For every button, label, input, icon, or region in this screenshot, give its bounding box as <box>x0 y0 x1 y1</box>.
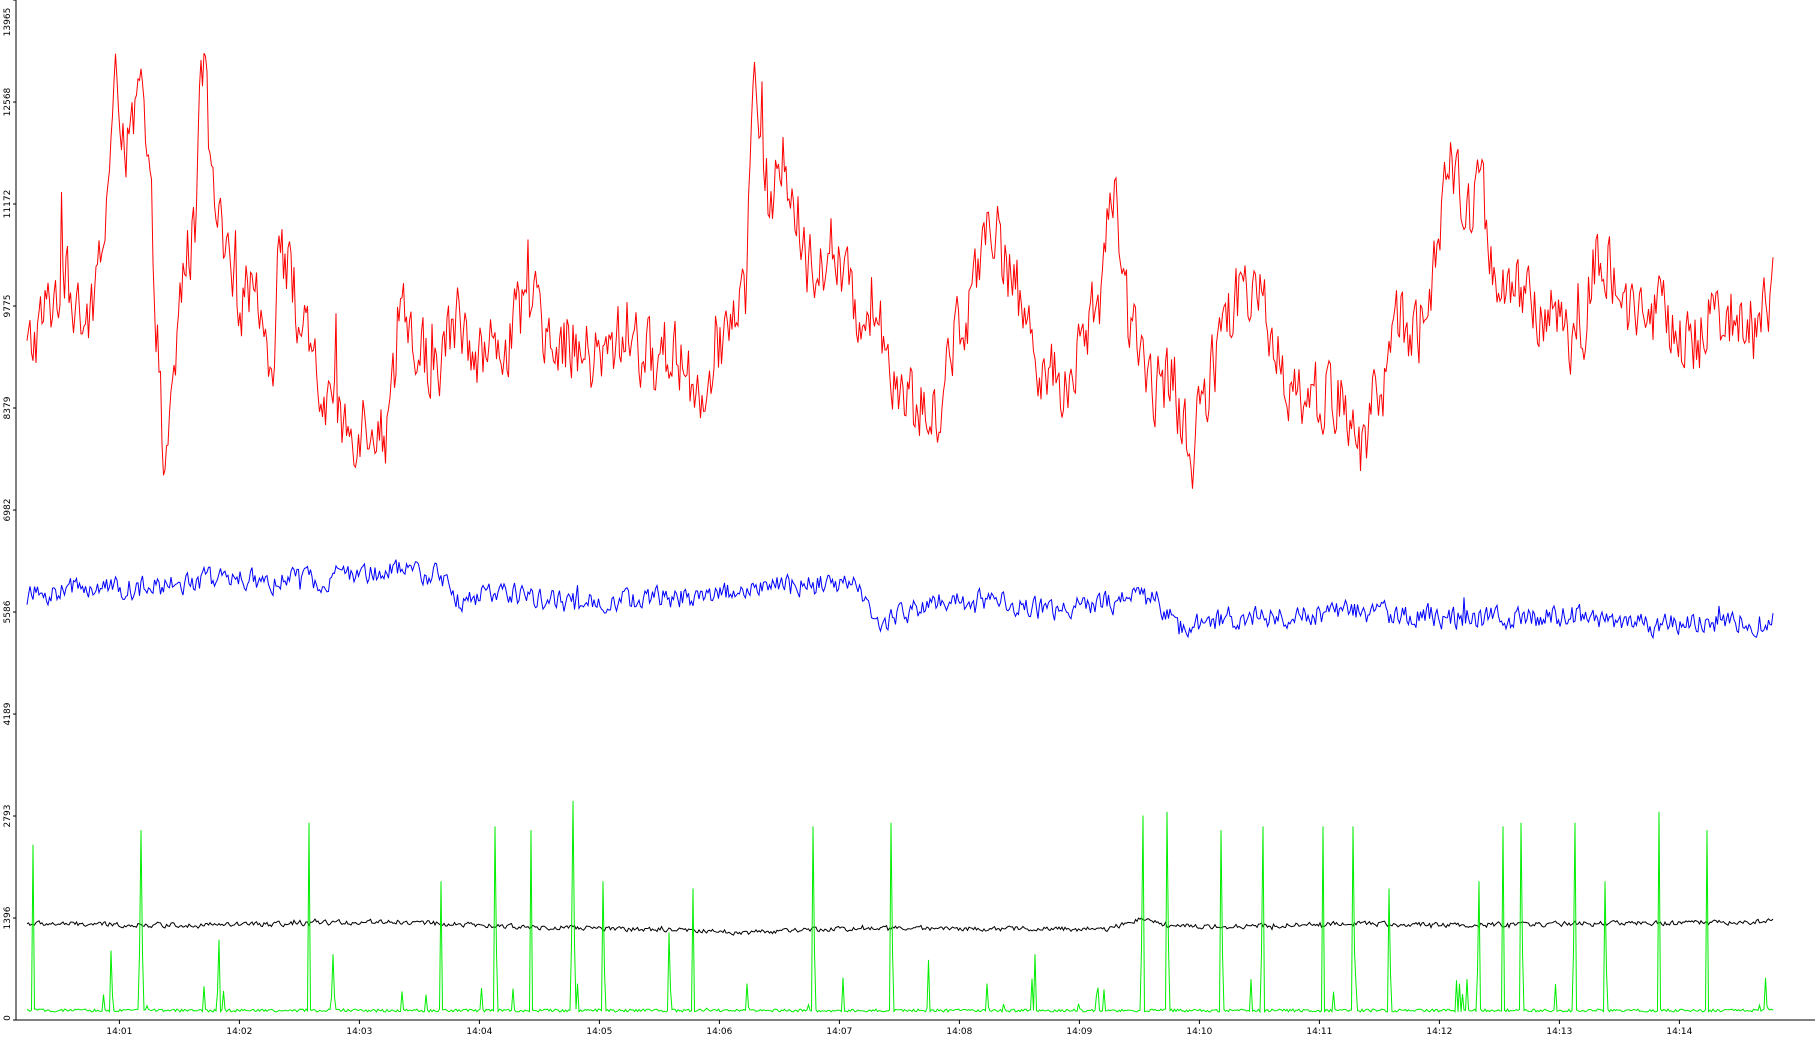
x-tick-label: 14:08 <box>946 1027 972 1037</box>
x-tick-label: 14:09 <box>1066 1027 1092 1037</box>
x-tick-label: 14:01 <box>106 1027 132 1037</box>
x-tick-label: 14:12 <box>1426 1027 1452 1037</box>
y-tick-label: 0 <box>3 1015 13 1021</box>
y-tick-label: 11172 <box>3 190 13 219</box>
x-tick-label: 14:11 <box>1306 1027 1332 1037</box>
y-tick-label: 5586 <box>3 600 13 623</box>
y-tick-label: 6982 <box>3 499 13 522</box>
x-tick-label: 14:13 <box>1546 1027 1572 1037</box>
x-tick-labels: 14:01 14:02 14:03 14:04 14:05 14:06 14:07 14:08… <box>106 1020 1693 1037</box>
y-tick-labels: 0 1396 2793 4189 5586 6982 8379 9775 11172 12568 1… <box>3 0 16 1021</box>
series-line-3 <box>26 917 1774 936</box>
plot-lines <box>26 52 1774 1014</box>
y-tick-label: 9775 <box>3 295 13 318</box>
x-tick-label: 14:02 <box>226 1027 252 1037</box>
x-tick-label: 14:03 <box>346 1027 372 1037</box>
axes <box>15 0 1815 1021</box>
x-tick-label: 14:14 <box>1666 1027 1692 1037</box>
x-tick-label: 14:05 <box>586 1027 612 1037</box>
y-tick-label: 1396 <box>3 906 13 929</box>
x-tick-label: 14:07 <box>826 1027 852 1037</box>
y-tick-label: 8379 <box>3 396 13 419</box>
y-tick-label: 2793 <box>3 805 13 828</box>
series-line-4 <box>26 800 1774 1014</box>
y-tick-label: 12568 <box>3 87 13 116</box>
y-tick-label: 13965 <box>3 8 13 37</box>
x-tick-label: 14:10 <box>1186 1027 1212 1037</box>
series-line-2 <box>26 559 1774 640</box>
x-tick-label: 14:04 <box>466 1027 492 1037</box>
series-line-1 <box>26 52 1774 489</box>
y-tick-label: 4189 <box>3 702 13 725</box>
x-tick-label: 14:06 <box>706 1027 732 1037</box>
